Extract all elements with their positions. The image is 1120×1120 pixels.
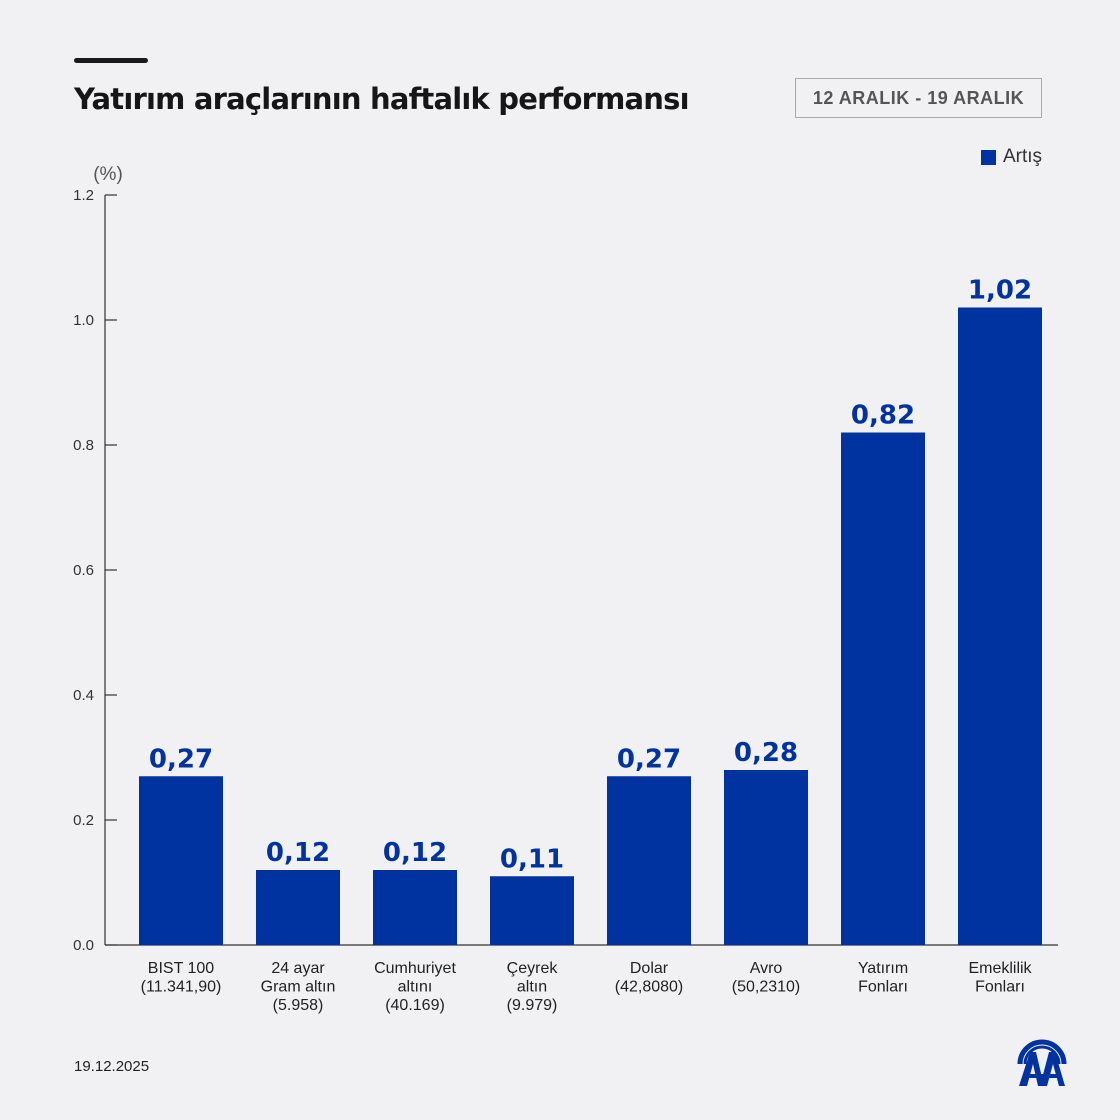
data-label: 0,12 xyxy=(383,838,447,868)
y-tick-label: 0.8 xyxy=(73,437,94,454)
data-label: 1,02 xyxy=(968,276,1032,306)
x-tick-label: Avro (50,2310) xyxy=(732,960,801,996)
x-tick-label-line: (50,2310) xyxy=(732,979,801,996)
data-label: 0,27 xyxy=(617,744,681,774)
x-tick-label-line: Fonları xyxy=(858,979,908,996)
x-tick-label-line: 24 ayar xyxy=(271,960,325,977)
x-tick-label-line: (42,8080) xyxy=(615,979,684,996)
x-tick-label-line: Emeklilik xyxy=(968,960,1032,977)
date-range-badge: 12 ARALIK - 19 ARALIK xyxy=(795,78,1042,118)
bar xyxy=(373,870,457,945)
bar xyxy=(490,876,574,945)
y-tick-label: 1.0 xyxy=(73,312,94,329)
legend-swatch xyxy=(980,149,996,165)
x-tick-label-line: (40.169) xyxy=(385,997,445,1014)
x-tick-label: Cumhuriyet altını (40.169) xyxy=(374,960,456,1014)
data-label: 0,82 xyxy=(851,401,915,431)
publish-date: 19.12.2025 xyxy=(74,1058,150,1075)
x-tick-label-line: Gram altın xyxy=(261,979,336,996)
y-tick-label: 0.6 xyxy=(73,562,94,579)
y-axis-label: (%) xyxy=(93,164,123,185)
x-tick-label: Yatırım Fonları xyxy=(858,960,908,996)
y-tick-label: 1.2 xyxy=(73,187,94,204)
x-tick-label-line: Çeyrek xyxy=(507,960,559,977)
x-tick-label-line: Avro xyxy=(750,960,783,977)
x-tick-label: BIST 100 (11.341,90) xyxy=(141,960,222,996)
x-tick-label: Emeklilik Fonları xyxy=(968,960,1032,996)
legend-label: Artış xyxy=(1002,146,1042,167)
y-tick-label: 0.2 xyxy=(73,812,94,829)
x-tick-label-line: altını xyxy=(398,979,433,996)
bar xyxy=(841,432,925,945)
x-tick-label-line: (11.341,90) xyxy=(141,979,222,996)
bar xyxy=(256,870,340,945)
data-label: 0,12 xyxy=(266,838,330,868)
x-tick-label: Çeyrek altın (9.979) xyxy=(507,960,559,1014)
x-tick-label-line: altın xyxy=(517,979,547,996)
x-tick-label-line: Yatırım xyxy=(858,960,908,977)
x-tick-label: Dolar (42,8080) xyxy=(615,960,684,996)
data-label: 0,28 xyxy=(734,738,798,768)
y-tick-label: 0.4 xyxy=(73,687,94,704)
x-tick-label-line: (9.979) xyxy=(507,997,558,1014)
data-label: 0,11 xyxy=(500,844,564,874)
x-tick-label-line: (5.958) xyxy=(273,997,324,1014)
chart-title: Yatırım araçlarının haftalık performansı xyxy=(74,82,690,116)
aa-logo-icon xyxy=(1017,1039,1067,1086)
x-tick-label-line: BIST 100 xyxy=(148,960,215,977)
title-accent-bar xyxy=(74,58,148,63)
bar xyxy=(958,307,1042,945)
bar xyxy=(724,770,808,945)
x-tick-label-line: Fonları xyxy=(975,979,1025,996)
x-tick-label-line: Dolar xyxy=(630,960,669,977)
x-tick-label: 24 ayar Gram altın (5.958) xyxy=(261,960,336,1014)
x-tick-label-line: Cumhuriyet xyxy=(374,960,456,977)
y-tick-label: 0.0 xyxy=(73,937,94,954)
bar xyxy=(139,776,223,945)
legend: Artış xyxy=(980,146,1042,168)
data-label: 0,27 xyxy=(149,744,213,774)
bar xyxy=(607,776,691,945)
